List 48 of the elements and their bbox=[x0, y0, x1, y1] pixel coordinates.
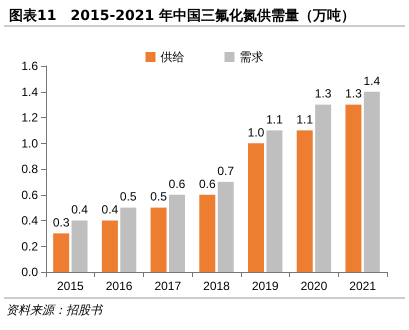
legend-label: 需求 bbox=[240, 50, 264, 64]
data-label: 0.5 bbox=[150, 190, 168, 204]
x-tick-label: 2015 bbox=[57, 279, 84, 293]
bar bbox=[168, 194, 185, 272]
data-label: 1.3 bbox=[314, 86, 332, 101]
y-tick-label: 1.6 bbox=[21, 59, 38, 73]
bar bbox=[315, 104, 332, 272]
bar bbox=[364, 92, 380, 272]
bar bbox=[150, 208, 167, 272]
data-label: 1.3 bbox=[345, 86, 362, 101]
y-tick-label: 1.2 bbox=[21, 110, 38, 124]
data-label: 0.4 bbox=[71, 202, 88, 216]
bar bbox=[266, 130, 282, 272]
text: 资料来源：招股书 bbox=[6, 303, 104, 317]
data-label: 0.4 bbox=[102, 202, 119, 216]
x-tick-label: 2021 bbox=[349, 279, 376, 293]
x-tick-label: 2018 bbox=[203, 279, 230, 293]
bar bbox=[248, 143, 264, 272]
x-tick-label: 2016 bbox=[106, 279, 133, 293]
chart-title: 图表11 2015-2021 年中国三氟化氮供需量（万吨） bbox=[9, 8, 356, 24]
y-tick-label: 0.4 bbox=[21, 214, 38, 228]
y-tick-label: 0.0 bbox=[21, 265, 38, 279]
y-tick-label: 0.8 bbox=[21, 162, 38, 176]
bar bbox=[72, 220, 88, 272]
x-tick-label: 2020 bbox=[300, 279, 328, 293]
bar bbox=[102, 220, 118, 272]
y-tick-label: 1.0 bbox=[21, 136, 38, 150]
bar bbox=[53, 233, 70, 272]
data-label: 0.6 bbox=[198, 176, 216, 191]
data-label: 0.6 bbox=[168, 176, 186, 191]
data-label: 0.5 bbox=[120, 190, 137, 204]
bar bbox=[218, 182, 234, 272]
x-tick-label: 2019 bbox=[252, 279, 279, 293]
y-tick-label: 0.2 bbox=[21, 239, 38, 254]
data-label: 1.1 bbox=[296, 112, 314, 126]
data-label: 0.3 bbox=[52, 215, 70, 230]
y-tick-label: 0.6 bbox=[21, 188, 38, 202]
data-label: 1.4 bbox=[364, 74, 381, 88]
legend-label: 供给 bbox=[160, 50, 184, 64]
bar bbox=[345, 104, 362, 272]
data-label: 1.1 bbox=[266, 112, 284, 126]
data-label: 1.0 bbox=[248, 125, 265, 140]
data-label: 0.7 bbox=[217, 164, 234, 178]
y-tick-label: 1.4 bbox=[21, 84, 38, 99]
bar bbox=[199, 194, 216, 272]
bar bbox=[120, 208, 136, 272]
bar bbox=[296, 130, 313, 272]
x-tick-label: 2017 bbox=[154, 279, 182, 293]
